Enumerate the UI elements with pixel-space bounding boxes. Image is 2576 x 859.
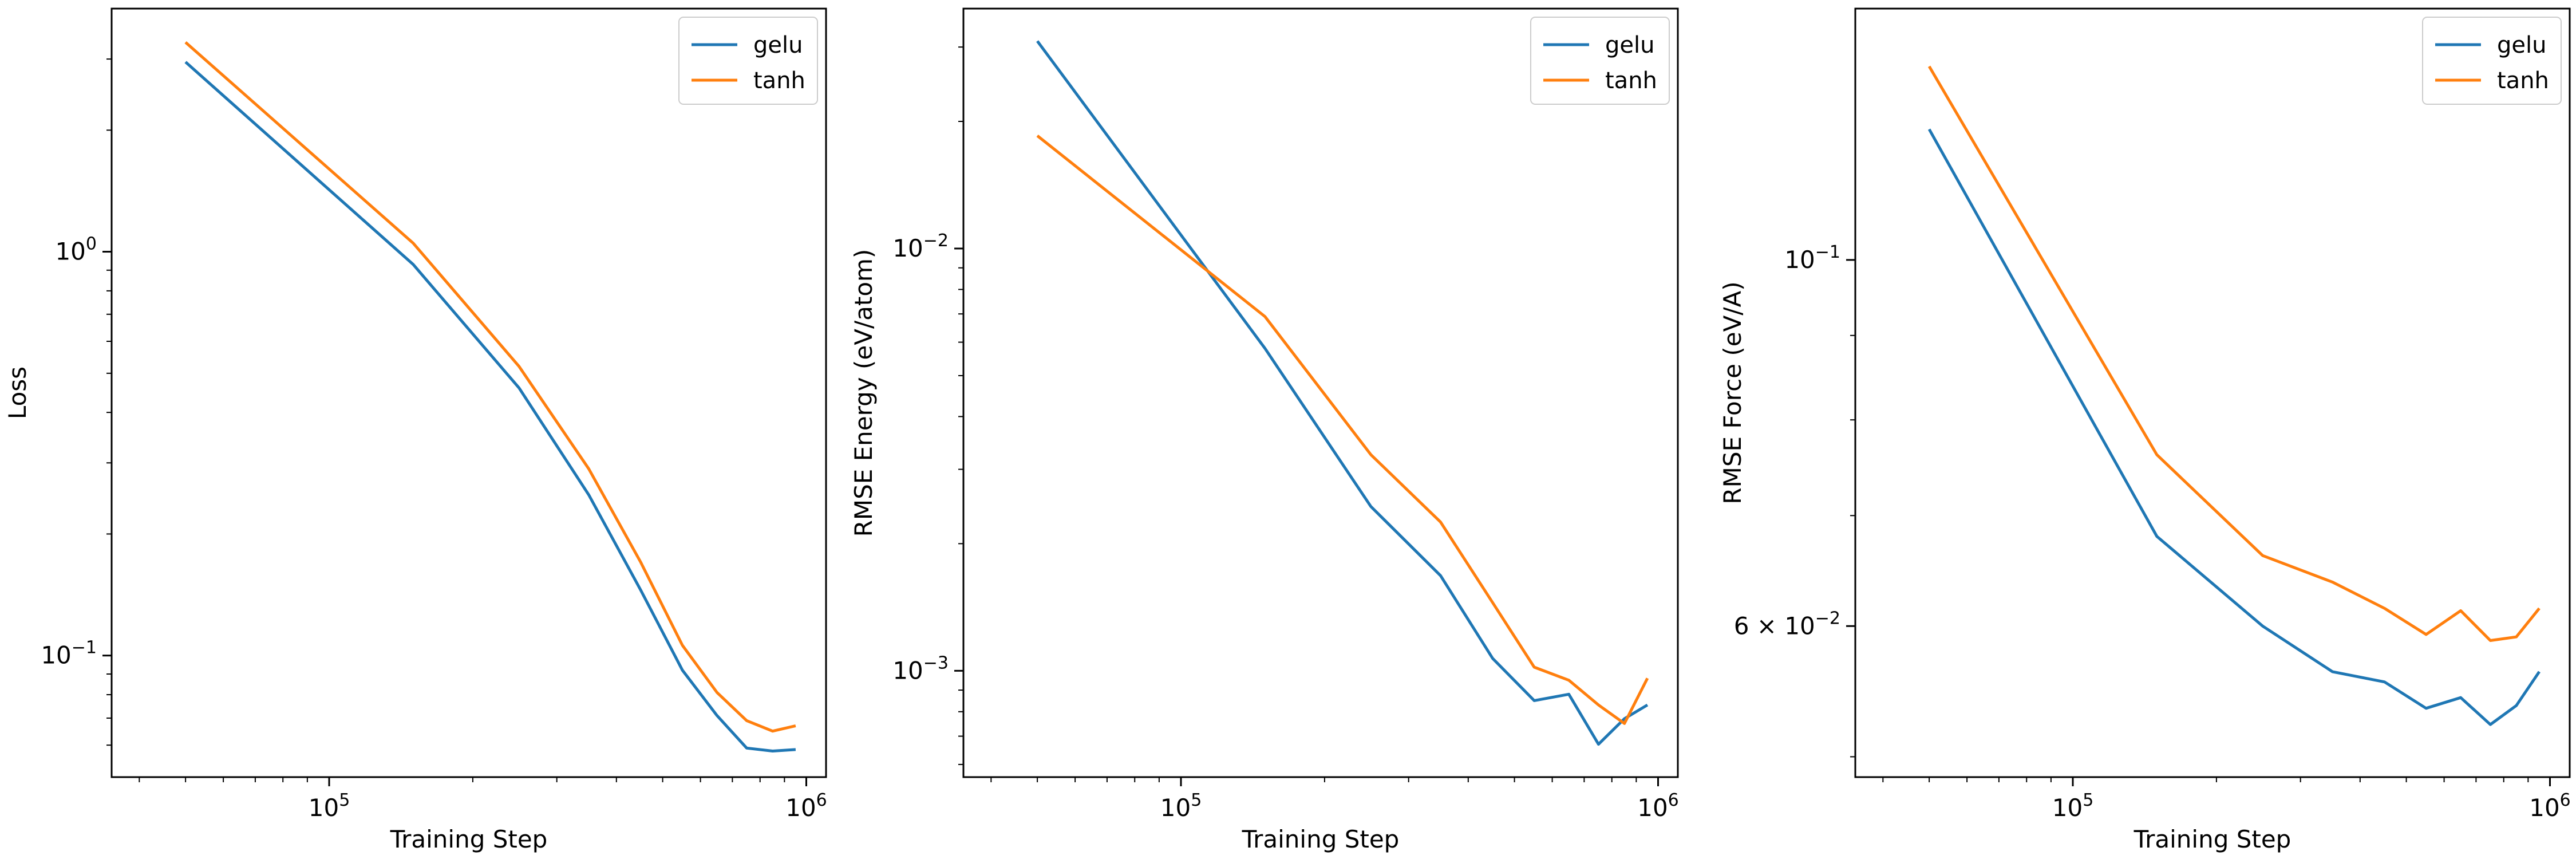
y-tick-label: 10−3: [892, 653, 949, 684]
chart-panel-3: 105 106 10−1 6 × 10−2 Training Step RMSE Forc…: [1718, 7, 2571, 853]
series-line-gelu: [1927, 128, 2541, 726]
y-tick-label: 100: [55, 234, 97, 266]
plot-frame: [1854, 7, 2571, 778]
y-axis-label: Loss: [3, 367, 31, 419]
chart-panel-1: 105 106 100 10−1 Training Step Loss gelu tanh: [3, 7, 827, 853]
legend-label-gelu: gelu: [753, 32, 803, 58]
series-line-tanh: [1036, 135, 1649, 725]
plot-frame: [110, 7, 827, 778]
legend-label-gelu: gelu: [2497, 32, 2546, 58]
x-tick-label: 106: [1637, 790, 1679, 822]
legend-label-tanh: tanh: [753, 68, 805, 94]
x-axis-label: Training Step: [1242, 825, 1400, 853]
legend: gelu tanh: [2422, 17, 2562, 105]
x-tick-label: 105: [309, 790, 350, 822]
series-line-tanh: [1927, 65, 2541, 642]
x-tick-label: 105: [2052, 790, 2094, 822]
plot-frame: [962, 7, 1679, 778]
series-line-tanh: [184, 41, 796, 733]
series-line-gelu: [184, 61, 796, 752]
y-axis-label: RMSE Force (eV/A): [1718, 281, 1747, 504]
legend-label-gelu: gelu: [1605, 32, 1654, 58]
legend-label-tanh: tanh: [1605, 68, 1657, 94]
x-tick-label: 105: [1160, 790, 1202, 822]
x-axis-label: Training Step: [2134, 825, 2291, 853]
y-tick-label: 10−1: [41, 638, 97, 669]
legend-box: [1530, 17, 1670, 105]
x-tick-label: 106: [2529, 790, 2571, 822]
legend: gelu tanh: [1530, 17, 1670, 105]
legend: gelu tanh: [678, 17, 818, 105]
y-tick-label: 6 × 10−2: [1734, 608, 1840, 640]
series-line-gelu: [1036, 40, 1649, 746]
y-tick-label: 10−1: [1784, 242, 1840, 274]
x-tick-label: 106: [785, 790, 827, 822]
y-tick-label: 10−2: [892, 231, 949, 262]
legend-box: [678, 17, 818, 105]
chart-panel-2: 105 106 10−2 10−3 Training Step RMSE Energy (…: [850, 7, 1679, 853]
legend-box: [2422, 17, 2562, 105]
legend-label-tanh: tanh: [2497, 68, 2549, 94]
x-axis-label: Training Step: [390, 825, 548, 853]
y-axis-label: RMSE Energy (eV/atom): [850, 249, 878, 537]
